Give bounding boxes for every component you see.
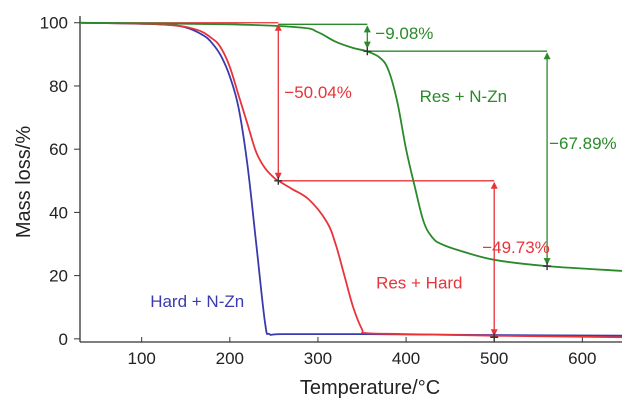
annotation-arrows: −9.08% −50.04% −67.89% −49.73%: [274, 23, 617, 337]
annotation-arrow-head-bottom-0: [363, 41, 371, 49]
y-axis-label: Mass loss/%: [13, 126, 35, 238]
annotation-label-2: −67.89%: [549, 134, 617, 153]
series-line-2: [79, 21, 623, 272]
annotation-arrow-head-bottom-2: [543, 258, 551, 266]
axes: [74, 16, 622, 343]
annotation-label-1: −50.04%: [284, 83, 352, 102]
series-line-0: [79, 21, 623, 337]
annotation-arrow-head-bottom-1: [274, 172, 282, 180]
y-tick-label-2: 40: [49, 203, 68, 222]
y-tick-label-1: 20: [49, 267, 68, 286]
marker-2: [543, 262, 552, 271]
marker-1: [363, 47, 372, 56]
series-lines: [79, 21, 623, 339]
marker-3: [490, 333, 499, 342]
series-label-0: Res + N-Zn: [420, 87, 507, 106]
series-labels: Res + N-Zn Res + Hard Hard + N-Zn: [150, 87, 507, 311]
tick-labels: 100 200 300 400 500 600 0 20 40 60 80 100: [40, 14, 597, 368]
series-label-2: Hard + N-Zn: [150, 292, 244, 311]
marker-0: [274, 176, 283, 185]
x-tick-label-1: 200: [216, 349, 244, 368]
x-tick-label-3: 400: [392, 349, 420, 368]
x-tick-label-4: 500: [480, 349, 508, 368]
annotation-arrow-head-bottom-3: [490, 329, 498, 337]
annotation-arrow-head-top-3: [490, 181, 498, 189]
annotation-arrow-head-top-1: [274, 23, 282, 31]
y-tick-label-4: 80: [49, 77, 68, 96]
markers: [274, 47, 552, 342]
annotation-arrow-head-top-0: [363, 25, 371, 33]
y-tick-label-5: 100: [40, 14, 68, 33]
y-tick-label-3: 60: [49, 140, 68, 159]
y-tick-label-0: 0: [59, 330, 68, 349]
annotation-label-3: −49.73%: [482, 238, 550, 257]
annotation-arrow-head-top-2: [543, 52, 551, 60]
x-tick-label-0: 100: [128, 349, 156, 368]
x-axis-label: Temperature/°C: [300, 377, 440, 399]
x-tick-label-2: 300: [304, 349, 332, 368]
series-label-1: Res + Hard: [376, 273, 462, 292]
series-line-1: [79, 21, 623, 339]
annotation-label-0: −9.08%: [375, 24, 433, 43]
x-tick-label-5: 600: [568, 349, 596, 368]
